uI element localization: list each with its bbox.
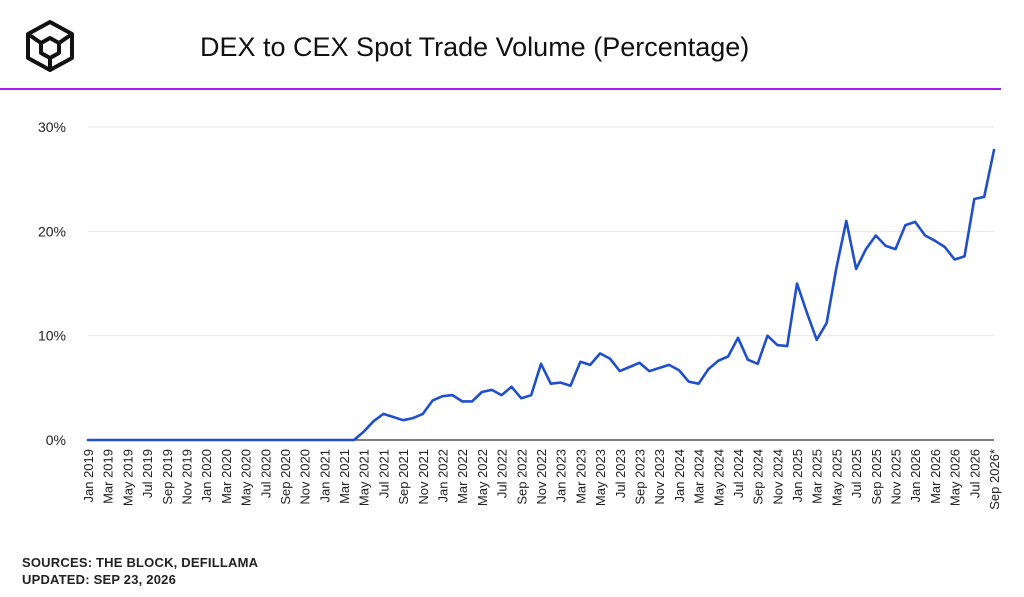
header-divider xyxy=(0,88,1001,90)
x-tick-label: Sep 2025 xyxy=(869,449,884,505)
x-tick-label: Jan 2021 xyxy=(317,449,332,503)
sources-note: SOURCES: THE BLOCK, DEFILLAMA xyxy=(22,555,259,570)
x-tick-label: Jan 2019 xyxy=(81,449,96,503)
x-tick-label: Jul 2025 xyxy=(849,449,864,498)
x-tick-label: Sep 2026* xyxy=(987,449,1002,510)
x-tick-label: May 2021 xyxy=(357,449,372,506)
x-tick-label: Sep 2023 xyxy=(632,449,647,505)
x-tick-label: Sep 2020 xyxy=(278,449,293,505)
x-tick-label: Mar 2019 xyxy=(101,449,116,504)
x-tick-label: Sep 2024 xyxy=(751,449,766,505)
x-tick-label: Sep 2019 xyxy=(160,449,175,505)
x-tick-label: May 2019 xyxy=(120,449,135,506)
x-tick-label: Nov 2023 xyxy=(652,449,667,505)
x-tick-label: Sep 2022 xyxy=(514,449,529,505)
x-tick-label: May 2023 xyxy=(593,449,608,506)
x-tick-label: Mar 2020 xyxy=(219,449,234,504)
chart-grid xyxy=(88,126,994,441)
x-tick-label: Jan 2025 xyxy=(790,449,805,503)
y-tick-label: 20% xyxy=(38,223,66,239)
y-axis-tick-labels: 0% 10% 20% 30% xyxy=(38,119,66,448)
x-tick-label: Nov 2024 xyxy=(770,449,785,505)
the-block-cube-icon xyxy=(26,20,74,72)
y-tick-label: 10% xyxy=(38,328,66,344)
x-tick-label: Jul 2022 xyxy=(495,449,510,498)
x-tick-label: May 2022 xyxy=(475,449,490,506)
x-tick-label: May 2026 xyxy=(948,449,963,506)
x-tick-label: Mar 2024 xyxy=(692,449,707,504)
x-tick-label: Mar 2026 xyxy=(928,449,943,504)
y-tick-label: 0% xyxy=(46,432,66,448)
x-tick-label: Nov 2022 xyxy=(534,449,549,505)
line-chart: 0% 10% 20% 30% Jan 2019 Mar 2019 May 2019 Jul … xyxy=(38,119,1002,510)
x-tick-label: Nov 2021 xyxy=(416,449,431,505)
x-tick-label: Jan 2023 xyxy=(554,449,569,503)
updated-note: UPDATED: SEP 23, 2026 xyxy=(22,572,177,587)
x-tick-label: Mar 2021 xyxy=(337,449,352,504)
x-tick-label: Jul 2024 xyxy=(731,449,746,498)
series-line xyxy=(86,148,996,442)
x-tick-label: May 2020 xyxy=(239,449,254,506)
x-tick-label: Sep 2021 xyxy=(396,449,411,505)
x-tick-label: Mar 2025 xyxy=(810,449,825,504)
y-tick-label: 30% xyxy=(38,119,66,135)
x-tick-label: Nov 2025 xyxy=(889,449,904,505)
series-group xyxy=(86,148,996,442)
chart-title: DEX to CEX Spot Trade Volume (Percentage… xyxy=(200,32,750,62)
x-axis-tick-labels: Jan 2019 Mar 2019 May 2019 Jul 2019 Sep 2019… xyxy=(81,449,1002,510)
x-tick-label: Jul 2019 xyxy=(140,449,155,498)
x-tick-label: Mar 2022 xyxy=(455,449,470,504)
x-tick-label: Jan 2022 xyxy=(436,449,451,503)
chart-header: DEX to CEX Spot Trade Volume (Percentage… xyxy=(0,0,1024,90)
x-tick-label: May 2024 xyxy=(711,449,726,506)
x-tick-label: May 2025 xyxy=(829,449,844,506)
x-tick-label: Jul 2023 xyxy=(613,449,628,498)
x-tick-label: Nov 2019 xyxy=(179,449,194,505)
x-tick-label: Jul 2020 xyxy=(258,449,273,498)
footer-notes: SOURCES: THE BLOCK, DEFILLAMA UPDATED: S… xyxy=(22,554,258,588)
x-tick-label: Jul 2021 xyxy=(376,449,391,498)
x-tick-label: Jan 2020 xyxy=(199,449,214,503)
x-tick-label: Jan 2026 xyxy=(908,449,923,503)
x-tick-label: Jan 2024 xyxy=(672,449,687,503)
x-tick-label: Mar 2023 xyxy=(573,449,588,504)
x-tick-label: Jul 2026 xyxy=(967,449,982,498)
x-tick-label: Nov 2020 xyxy=(298,449,313,505)
